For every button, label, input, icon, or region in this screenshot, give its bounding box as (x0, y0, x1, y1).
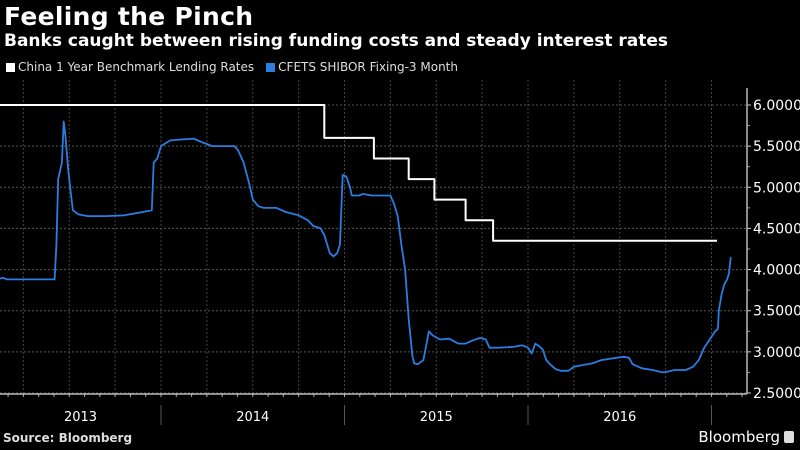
y-tick-label: 4.5000 (753, 221, 800, 237)
series-line-lending-rate (0, 104, 717, 242)
y-tick-label: 6.0000 (753, 98, 800, 114)
y-tick-label: 4.0000 (753, 263, 800, 279)
legend: China 1 Year Benchmark Lending Rates CFE… (6, 60, 458, 74)
legend-item-lending-rate: China 1 Year Benchmark Lending Rates (6, 60, 254, 74)
y-tick-label: 2.5000 (753, 386, 800, 402)
legend-swatch-lending-rate (6, 62, 15, 72)
chart-subtitle: Banks caught between rising funding cost… (4, 31, 668, 51)
legend-label-shibor: CFETS SHIBOR Fixing-3 Month (278, 60, 458, 74)
terminal-icon (784, 431, 794, 443)
series-layer (0, 104, 732, 374)
x-tick-label: 2015 (420, 410, 453, 425)
y-tick-label: 3.5000 (753, 304, 800, 320)
x-tick-label: 2013 (64, 410, 97, 425)
brand-name: Bloomberg (698, 428, 780, 446)
brand-logo: Bloomberg (698, 428, 794, 446)
y-tick-label: 5.0000 (753, 180, 800, 196)
y-tick-label: 3.0000 (753, 345, 800, 361)
source-note: Source: Bloomberg (3, 431, 133, 445)
axes: 6.0000 5.5000 5.0000 4.5000 4.0000 3.5000 3.00… (0, 88, 800, 425)
chart-title: Feeling the Pinch (4, 2, 254, 31)
grid (0, 80, 747, 394)
x-tick-label: 2014 (236, 410, 269, 425)
legend-label-lending-rate: China 1 Year Benchmark Lending Rates (18, 60, 255, 74)
y-tick-label: 5.5000 (753, 139, 800, 155)
x-tick-label: 2016 (603, 410, 636, 425)
legend-swatch-shibor (266, 62, 276, 72)
legend-item-shibor: CFETS SHIBOR Fixing-3 Month (266, 60, 458, 74)
series-line-shibor (0, 120, 732, 374)
